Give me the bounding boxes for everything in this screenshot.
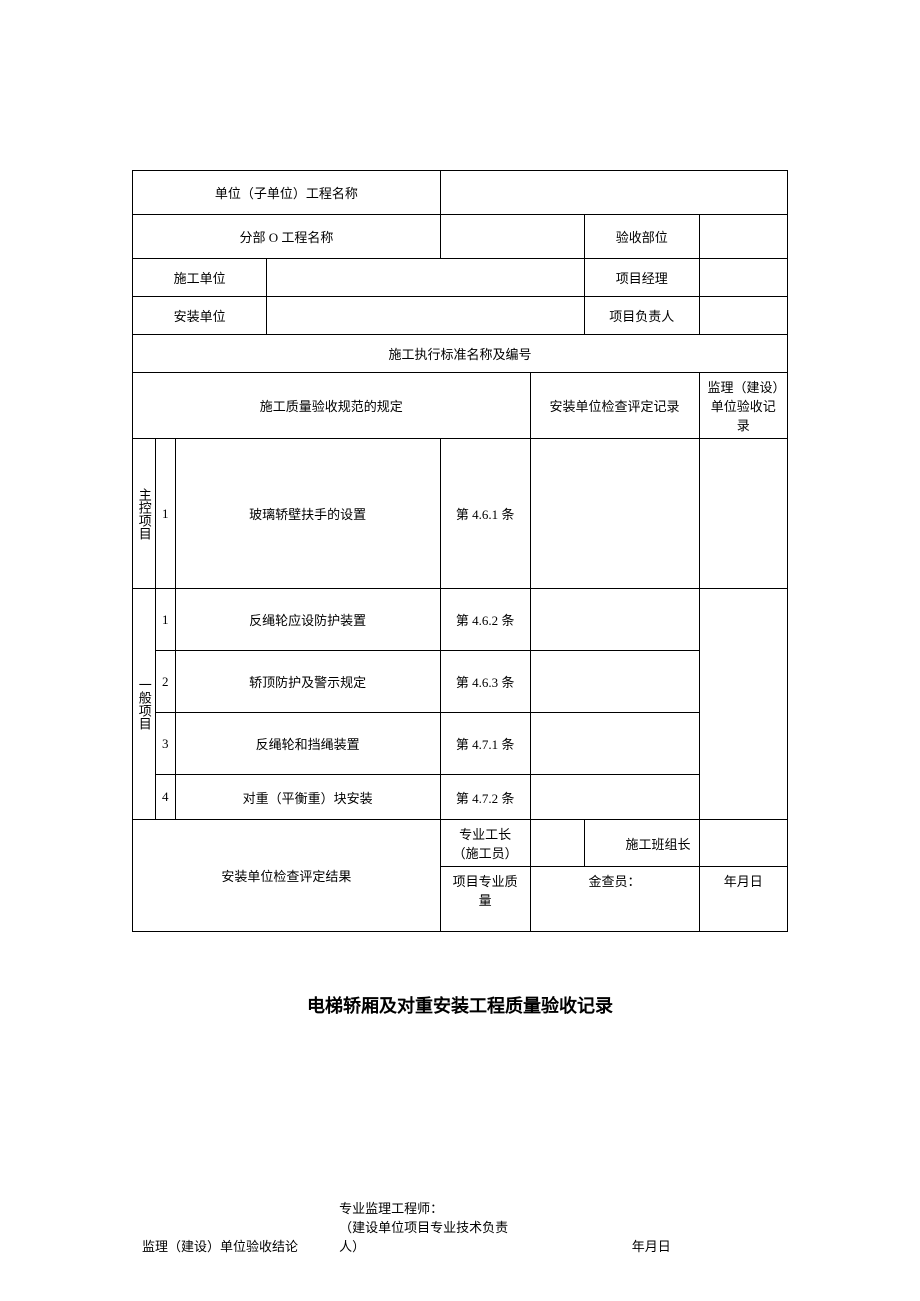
- value-install-unit: [267, 297, 585, 335]
- label-tech-leader-line2: 人）: [339, 1236, 632, 1255]
- primary-item-check: [530, 439, 699, 589]
- label-quality-spec: 施工质量验收规范的规定: [133, 373, 531, 439]
- label-construction-unit: 施工单位: [133, 259, 267, 297]
- acceptance-form-table: 单位（子单位）工程名称 分部 O 工程名称 验收部位 施工单位 项目经理 安装单…: [132, 170, 788, 932]
- label-project-quality: 项目专业质量: [440, 867, 530, 932]
- general-item-no-4: 4: [155, 775, 175, 820]
- label-project-leader: 项目负责人: [584, 297, 699, 335]
- general-item-no-3: 3: [155, 713, 175, 775]
- label-install-result: 安装单位检查评定结果: [133, 820, 441, 932]
- label-date: 年月日: [699, 867, 787, 932]
- value-construction-unit: [267, 259, 585, 297]
- value-team-leader: [699, 820, 787, 867]
- group-general-label: 一般项目: [133, 589, 156, 820]
- value-project-leader: [699, 297, 787, 335]
- label-standard: 施工执行标准名称及编号: [133, 335, 788, 373]
- general-item-desc-2: 轿顶防护及警示规定: [175, 651, 440, 713]
- label-footer-date: 年月日: [632, 1236, 778, 1255]
- label-team-leader: 施工班组长: [584, 820, 699, 867]
- second-title: 电梯轿厢及对重安装工程质量验收记录: [132, 992, 788, 1018]
- general-item-check-4: [530, 775, 699, 820]
- general-item-desc-1: 反绳轮应设防护装置: [175, 589, 440, 651]
- general-item-no-2: 2: [155, 651, 175, 713]
- value-accept-part: [699, 215, 787, 259]
- general-item-desc-4: 对重（平衡重）块安装: [175, 775, 440, 820]
- value-unit-project: [440, 171, 787, 215]
- label-supervision-engineer: 专业监理工程师：: [339, 1198, 632, 1217]
- primary-item-desc: 玻璃轿壁扶手的设置: [175, 439, 440, 589]
- general-item-ref-2: 第 4.6.3 条: [440, 651, 530, 713]
- value-project-manager: [699, 259, 787, 297]
- group-primary-label: 主控项目: [133, 439, 156, 589]
- footer-signature-block: 专业监理工程师： （建设单位项目专业技术负责 监理（建设）单位验收结论 人） 年…: [132, 1198, 788, 1255]
- label-project-manager: 项目经理: [584, 259, 699, 297]
- general-items-supervision: [699, 589, 787, 820]
- label-inspector: 金查员：: [530, 867, 699, 932]
- general-item-ref-1: 第 4.6.2 条: [440, 589, 530, 651]
- primary-item-supervision: [699, 439, 787, 589]
- label-supervision-conclusion: 监理（建设）单位验收结论: [142, 1236, 339, 1255]
- label-supervision-record: 监理（建设）单位验收记录: [699, 373, 787, 439]
- general-item-ref-4: 第 4.7.2 条: [440, 775, 530, 820]
- label-tech-leader-line1: （建设单位项目专业技术负责: [339, 1217, 632, 1236]
- label-accept-part: 验收部位: [584, 215, 699, 259]
- general-item-ref-3: 第 4.7.1 条: [440, 713, 530, 775]
- label-unit-project: 单位（子单位）工程名称: [133, 171, 441, 215]
- general-item-check-1: [530, 589, 699, 651]
- general-item-check-2: [530, 651, 699, 713]
- label-install-check-record: 安装单位检查评定记录: [530, 373, 699, 439]
- primary-item-no: 1: [155, 439, 175, 589]
- general-item-no-1: 1: [155, 589, 175, 651]
- general-item-desc-3: 反绳轮和挡绳装置: [175, 713, 440, 775]
- label-foreman: 专业工长（施工员）: [440, 820, 530, 867]
- general-item-check-3: [530, 713, 699, 775]
- label-sub-project: 分部 O 工程名称: [133, 215, 441, 259]
- primary-item-ref: 第 4.6.1 条: [440, 439, 530, 589]
- value-foreman: [530, 820, 584, 867]
- label-install-unit: 安装单位: [133, 297, 267, 335]
- value-sub-project: [440, 215, 584, 259]
